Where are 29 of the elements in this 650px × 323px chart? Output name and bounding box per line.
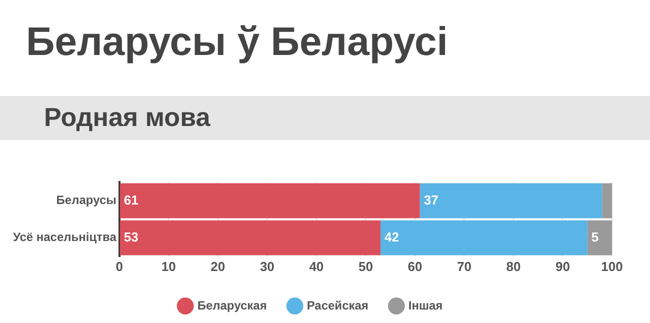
chart-title: Беларусы ў Беларусі (26, 20, 448, 65)
legend-label: Расейская (306, 298, 368, 312)
data-label: 53 (124, 229, 138, 244)
bar (380, 220, 588, 256)
bar (120, 220, 380, 256)
data-label: 37 (424, 192, 438, 208)
data-label: 42 (384, 229, 399, 244)
bar (420, 183, 602, 218)
x-tick-label: 20 (210, 258, 226, 274)
x-tick-label: 30 (260, 258, 274, 274)
bar (587, 220, 612, 256)
y-tick-label: Усё насельніцтва (13, 230, 117, 244)
bar (120, 183, 420, 218)
data-label: 5 (591, 229, 599, 244)
data-label: 61 (124, 192, 138, 208)
y-tick-label: Беларусы (56, 193, 116, 208)
x-tick-label: 50 (358, 258, 373, 274)
x-tick-label: 10 (161, 258, 176, 274)
bar (602, 183, 612, 218)
x-tick-label: 40 (309, 258, 324, 274)
x-tick-label: 0 (116, 258, 124, 274)
x-tick-label: 90 (556, 258, 570, 274)
legend-label: Беларуская (197, 298, 267, 312)
chart-subtitle: Родная мова (44, 102, 210, 133)
x-tick-label: 60 (408, 258, 422, 274)
x-tick-label: 70 (456, 258, 472, 274)
legend-label: Іншая (408, 298, 443, 312)
x-tick-label: 100 (601, 258, 623, 274)
x-tick-label: 80 (506, 258, 521, 274)
